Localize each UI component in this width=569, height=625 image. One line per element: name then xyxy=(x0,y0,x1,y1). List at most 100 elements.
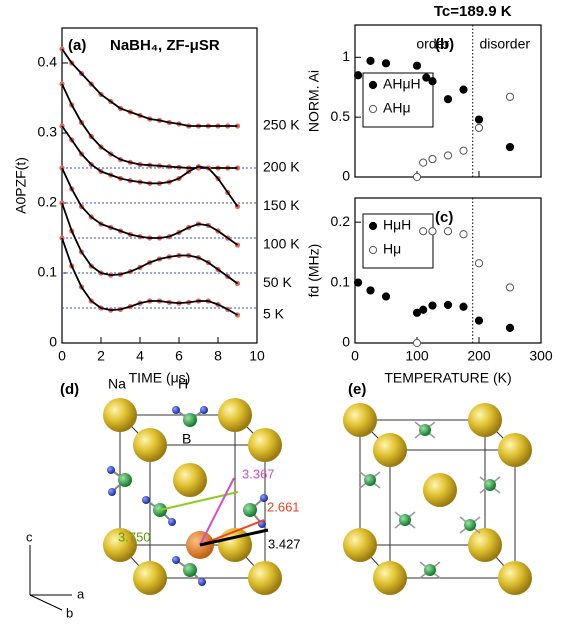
data-point xyxy=(459,230,468,239)
data-point xyxy=(474,123,484,133)
data-point xyxy=(354,71,363,80)
atom-label: B xyxy=(182,431,191,447)
data-point xyxy=(428,301,437,310)
data-point xyxy=(474,115,484,124)
legend-label: HμH xyxy=(383,217,411,233)
data-point xyxy=(443,95,453,104)
y-tick-label: 0 xyxy=(49,334,57,350)
axis-a: a xyxy=(77,586,85,601)
series-label: 5 K xyxy=(263,306,285,322)
data-point xyxy=(381,59,391,68)
data-point xyxy=(366,286,375,295)
series-label: 50 K xyxy=(263,274,292,290)
series-label: 200 K xyxy=(263,159,300,175)
x-tick-label: 200 xyxy=(467,348,491,364)
y-tick-label: 0.3 xyxy=(38,124,58,140)
legend-marker xyxy=(368,104,378,114)
distance-label: 3.427 xyxy=(268,536,301,551)
data-point xyxy=(412,172,422,182)
fit-line xyxy=(61,237,238,316)
x-axis-label: TIME (μs) xyxy=(129,370,191,386)
legend-label: AHμ xyxy=(383,100,411,116)
data-point xyxy=(474,316,484,325)
data-point xyxy=(422,73,431,82)
x-tick-label: 300 xyxy=(529,348,553,364)
y-tick-label: 0 xyxy=(342,334,350,350)
x-tick-label: 2 xyxy=(97,348,105,364)
panel-label: (c) xyxy=(435,209,453,226)
panel-label: (a) xyxy=(68,37,86,54)
plot-frame xyxy=(354,197,542,344)
data-point xyxy=(428,77,437,86)
y-axis-label: fd (MHz) xyxy=(306,244,322,298)
data-point xyxy=(419,305,428,314)
legend-label: AHμH xyxy=(383,76,421,92)
x-tick-label: 4 xyxy=(136,348,144,364)
legend: HμH Hμ xyxy=(362,213,434,269)
plot-frame xyxy=(354,24,542,178)
data-point xyxy=(459,302,468,311)
chart-title: Tc=189.9 K xyxy=(434,3,512,20)
y-tick-label: 0.1 xyxy=(38,264,58,280)
structure-e: (e) xyxy=(343,381,532,595)
data-point xyxy=(505,142,515,152)
data-point xyxy=(443,151,453,160)
data-point xyxy=(428,227,437,236)
y-tick-label: 0.1 xyxy=(331,273,351,289)
distance-label: 3.367 xyxy=(242,466,275,481)
data-point xyxy=(474,259,484,268)
atom-label: Na xyxy=(108,376,126,392)
data-point xyxy=(428,154,437,164)
panel-label: (d) xyxy=(60,381,79,398)
data-point xyxy=(505,283,515,292)
x-axis-label: TEMPERATURE (K) xyxy=(384,370,511,386)
distance-arrows xyxy=(29,477,269,611)
y-axis-label: NORM. Ai xyxy=(306,70,322,132)
x-tick-label: 6 xyxy=(175,348,183,364)
data-point xyxy=(412,61,422,70)
x-tick-label: 10 xyxy=(249,348,265,364)
x-tick-label: 0 xyxy=(351,348,359,364)
panel-label: (e) xyxy=(348,381,366,398)
annotation: order xyxy=(416,36,449,52)
distance-label: 2.661 xyxy=(267,499,300,514)
distance-label: 3.750 xyxy=(118,529,151,544)
y-tick-label: 0.5 xyxy=(331,108,351,124)
atom-label: H xyxy=(178,376,188,392)
y-tick-label: 1 xyxy=(342,48,350,64)
data-point xyxy=(505,323,515,332)
data-point xyxy=(443,300,453,310)
y-axis-label: A0PZF(t) xyxy=(13,157,29,214)
axis-c: c xyxy=(26,529,33,544)
structure-d: (d) Na H B 3.367 2.661 3.750 3.427 c a b xyxy=(26,376,301,621)
y-tick-label: 0.2 xyxy=(38,194,58,210)
annotation: disorder xyxy=(479,36,530,52)
legend: AHμH AHμ xyxy=(362,72,434,128)
data-point xyxy=(459,85,468,94)
fit-line xyxy=(61,167,239,246)
data-point xyxy=(505,92,515,101)
x-tick-label: 100 xyxy=(405,348,429,364)
panel-label: (b) xyxy=(435,36,454,53)
chart-title: NaBH₄, ZF-μSR xyxy=(110,37,220,54)
plot-frame xyxy=(61,27,258,344)
fit-line xyxy=(61,125,239,208)
legend-marker xyxy=(368,80,378,90)
legend-marker xyxy=(368,245,378,255)
series-label: 100 K xyxy=(263,236,300,252)
legend-marker xyxy=(368,221,378,231)
data-point xyxy=(381,292,391,301)
y-tick-label: 0.4 xyxy=(38,54,58,70)
axis-b: b xyxy=(66,605,73,620)
y-tick-label: 0.2 xyxy=(331,213,351,229)
x-tick-label: 0 xyxy=(58,348,66,364)
data-point xyxy=(443,227,453,236)
legend-label: Hμ xyxy=(383,241,401,257)
series-label: 250 K xyxy=(263,117,300,133)
x-tick-label: 8 xyxy=(214,348,222,364)
data-point xyxy=(459,146,468,155)
series-label: 150 K xyxy=(263,197,300,213)
fit-line xyxy=(61,48,238,127)
data-point xyxy=(419,227,428,236)
